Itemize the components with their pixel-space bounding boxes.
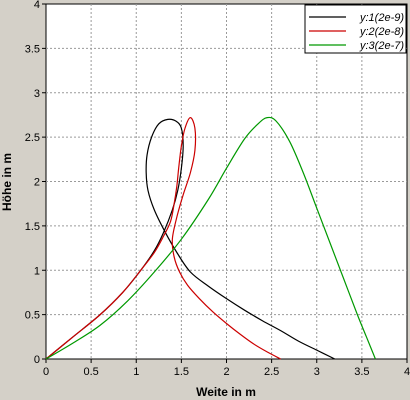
x-tick-label: 2 xyxy=(223,366,229,378)
legend-entry: y:3(2e-7) xyxy=(359,40,404,52)
y-tick-label: 2 xyxy=(34,177,40,189)
series-line-3 xyxy=(45,116,376,360)
legend-entry: y:1(2e-9) xyxy=(359,12,404,24)
x-tick-label: 3 xyxy=(314,366,320,378)
legend-entry: y:2(2e-8) xyxy=(359,26,404,38)
y-tick-label: 0 xyxy=(34,354,40,366)
y-axis-ticks: 0 0.5 1 1.5 2 2.5 3 3.5 4 xyxy=(25,0,46,366)
y-tick-label: 4 xyxy=(34,0,40,11)
x-tick-label: 4 xyxy=(404,366,410,378)
x-axis-ticks: 0 0.5 1 1.5 2 2.5 3 3.5 4 xyxy=(43,359,410,378)
y-tick-label: 1 xyxy=(34,265,40,277)
x-tick-label: 2.5 xyxy=(264,366,279,378)
x-axis-label: Weite in m xyxy=(196,385,256,399)
legend: y:1(2e-9) y:2(2e-8) y:3(2e-7) xyxy=(304,4,407,54)
y-tick-label: 2.5 xyxy=(25,132,40,144)
series-line-1 xyxy=(45,118,336,360)
x-tick-label: 1.5 xyxy=(174,366,189,378)
y-tick-label: 0.5 xyxy=(25,310,40,322)
y-axis-label: Höhe in m xyxy=(0,153,14,211)
series-lines xyxy=(45,116,376,360)
x-tick-label: 0 xyxy=(43,366,49,378)
x-tick-label: 1 xyxy=(133,366,139,378)
series-line-2 xyxy=(45,116,281,360)
x-tick-label: 3.5 xyxy=(354,366,369,378)
y-tick-label: 1.5 xyxy=(25,221,40,233)
y-tick-label: 3.5 xyxy=(25,43,40,55)
y-tick-label: 3 xyxy=(34,88,40,100)
x-tick-label: 0.5 xyxy=(83,366,98,378)
